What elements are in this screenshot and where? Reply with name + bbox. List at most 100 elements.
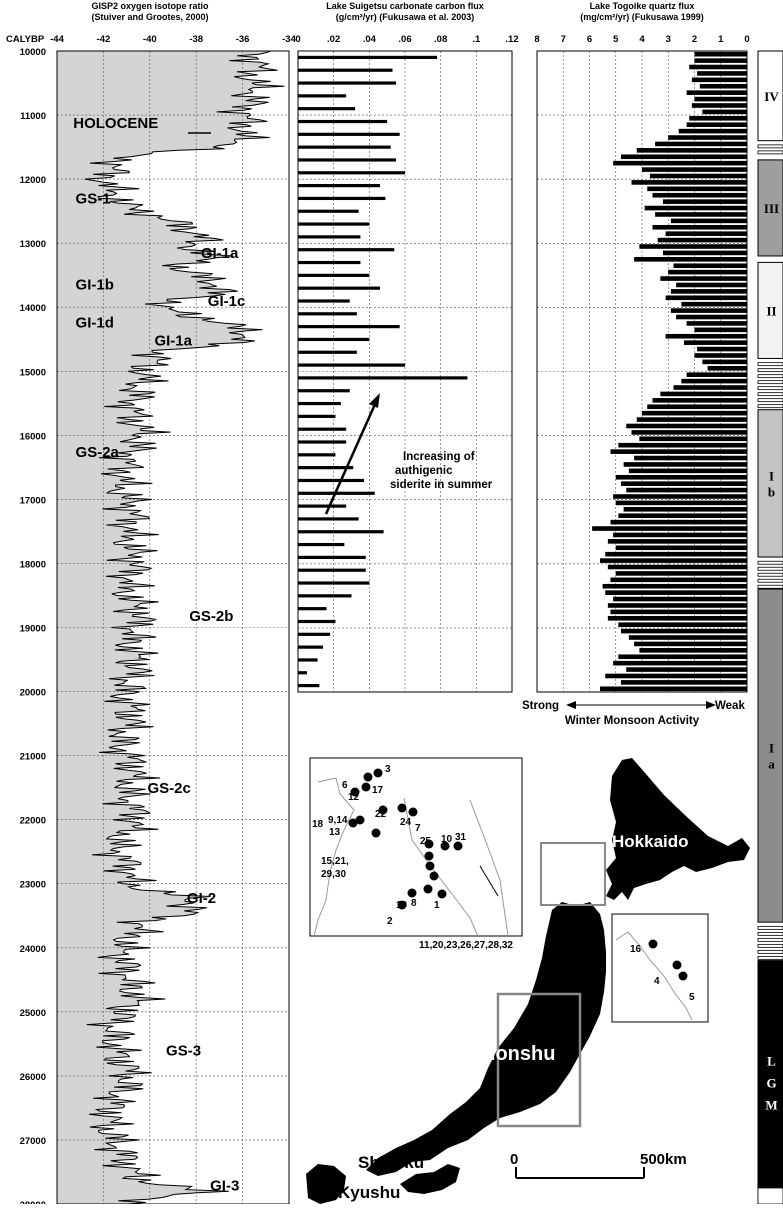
togoike-bar (615, 545, 747, 551)
y-tick-label: 22000 (20, 816, 46, 827)
suigetsu-bar (298, 619, 336, 624)
togoike-x-tick: 4 (639, 34, 645, 45)
togoike-bar (605, 551, 747, 557)
aomori-box (540, 842, 606, 906)
y-tick-label: 11000 (20, 111, 46, 122)
togoike-bar (694, 51, 747, 57)
suigetsu-bar (298, 389, 350, 393)
togoike-bar (644, 205, 747, 211)
site-dot (672, 960, 682, 970)
togoike-bar (678, 128, 747, 134)
togoike-x-tick: 3 (666, 34, 671, 45)
gisp2-x-tick: -38 (189, 34, 203, 45)
togoike-bar (613, 160, 747, 166)
togoike-bar (647, 404, 747, 410)
gisp2-x-tick: -34 (282, 34, 296, 45)
zone-label: III (764, 201, 779, 216)
site-label: 8 (411, 898, 417, 909)
suigetsu-bar (298, 478, 364, 483)
suigetsu-x-tick: .04 (363, 34, 377, 45)
suigetsu-bar (298, 542, 345, 547)
monsoon-strong-label: Strong (522, 700, 559, 712)
togoike-bar (618, 442, 747, 448)
togoike-bar (655, 212, 747, 217)
kyushu-label: Kyushu (338, 1183, 400, 1202)
togoike-bar (615, 474, 747, 480)
suigetsu-bar (298, 184, 381, 188)
togoike-bar (665, 333, 747, 339)
gisp2-stage-label: GS-1 (76, 190, 111, 207)
site-dot (453, 841, 463, 851)
suigetsu-bar (298, 260, 361, 265)
site-dot (407, 888, 417, 898)
togoike-bar (621, 481, 747, 486)
suigetsu-bar (298, 94, 347, 98)
togoike-bar (702, 359, 747, 365)
togoike-subtitle: (mg/cm²/yr) (Fukusawa 1999) (580, 12, 704, 22)
togoike-bar (626, 423, 747, 429)
togoike-bar (655, 141, 747, 147)
togoike-bar (694, 353, 747, 358)
site-inset-frame (309, 757, 523, 937)
zone-separator (757, 578, 783, 583)
suigetsu-bar (298, 671, 307, 675)
site-dot (348, 818, 358, 828)
togoike-bar (621, 680, 747, 685)
gisp2-stage-label: GI-1a (201, 245, 239, 262)
togoike-bar (694, 327, 747, 333)
suigetsu-bar (298, 132, 400, 136)
togoike-bar (600, 686, 747, 692)
togoike-bar (673, 263, 747, 269)
site-label: 15,21, (321, 856, 349, 867)
togoike-bar (628, 635, 747, 640)
trend-arrow-head (369, 393, 380, 408)
togoike-bar (676, 314, 747, 320)
zone-separator (757, 584, 783, 589)
gisp2-stage-label: HOLOCENE (73, 115, 158, 132)
site-dot (425, 861, 435, 871)
zone-separator (757, 144, 783, 149)
suigetsu-bar (298, 107, 356, 111)
togoike-bar (660, 391, 747, 397)
togoike-bar (613, 494, 747, 499)
inset-coast-2 (403, 797, 509, 937)
site-label: 29,30 (321, 869, 346, 880)
site-label: 7 (415, 823, 421, 834)
togoike-bar (623, 462, 747, 467)
suigetsu-bar (298, 607, 327, 611)
gisp2-line-group (84, 50, 285, 1205)
gisp2-fill-group (57, 51, 285, 1204)
togoike-bar (636, 417, 747, 422)
zone-separator (757, 392, 783, 397)
site-dot (437, 889, 447, 899)
gisp2-title: GISP2 oxygen isotope ratio (91, 1, 209, 11)
suigetsu-bar (298, 55, 438, 60)
togoike-bar (670, 289, 747, 294)
togoike-x-tick: 2 (692, 34, 697, 45)
y-tick-label: 15000 (20, 367, 46, 378)
site-dot (423, 884, 433, 894)
suigetsu-bar (298, 427, 347, 431)
zone-label: G (766, 1075, 776, 1090)
gisp2-stage-label: GS-2a (76, 444, 120, 461)
suigetsu-bar (298, 325, 400, 329)
site-label: 31 (455, 832, 467, 843)
suigetsu-bar (298, 196, 386, 201)
togoike-bar (607, 564, 747, 570)
suigetsu-x-ticks: 0 .02 .04 .06 .08 .1 .12 (295, 34, 518, 45)
y-tick-label: 10000 (20, 47, 46, 58)
site-dot (361, 782, 371, 792)
site-dot (424, 851, 434, 861)
suigetsu-bar (298, 594, 352, 598)
togoike-bar (652, 224, 747, 230)
east-inset-frame (611, 913, 709, 1023)
suigetsu-bar (298, 171, 405, 175)
gisp2-grid (57, 51, 289, 1204)
y-tick-label: 23000 (20, 880, 46, 891)
suigetsu-bar (298, 376, 468, 380)
suigetsu-bar (298, 466, 354, 470)
site-label: 1 (434, 900, 440, 911)
